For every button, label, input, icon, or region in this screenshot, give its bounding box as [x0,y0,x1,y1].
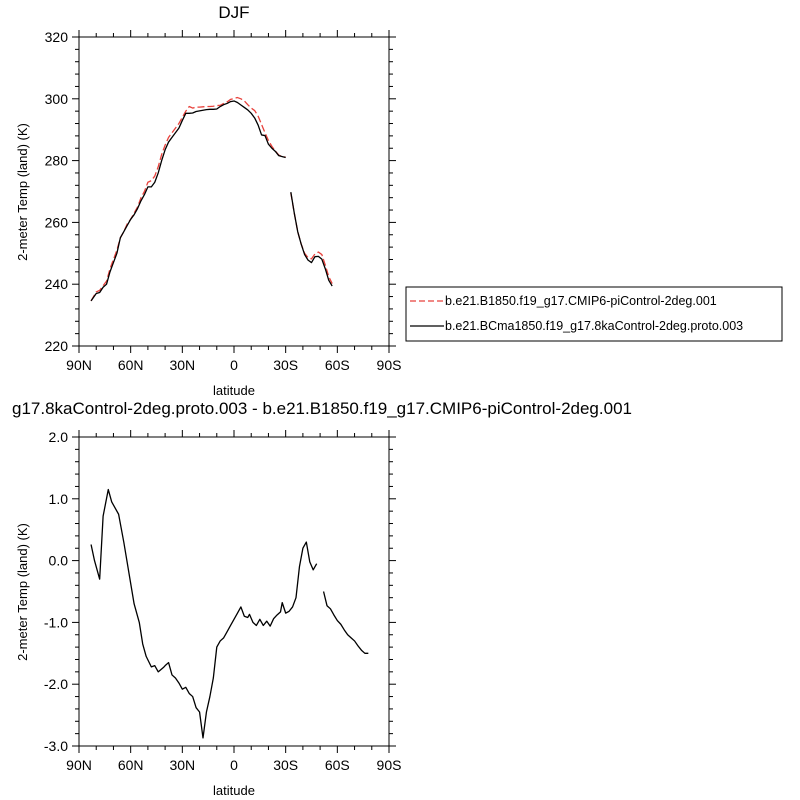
top-x-tick-label: 30N [169,357,195,373]
bottom-y-tick-label: -3.0 [44,738,68,754]
bottom-y-tick-label: -1.0 [44,614,68,630]
top-panel: DJF 90N 60N 30N 0 30S 60S 90S 220 240 260 280 300 32… [15,3,783,398]
bottom-x-axis-title: latitude [213,783,255,798]
bottom-y-tick-label: 1.0 [49,491,69,507]
top-x-tick-label: 60S [325,357,350,373]
top-plot-frame [78,36,390,347]
top-y-tick-label: 260 [45,214,69,230]
top-x-tick-label: 90N [66,357,92,373]
bottom-panel: g17.8kaControl-2deg.proto.003 - b.e21.B1… [12,399,632,798]
legend-label-series-1: b.e21.B1850.f19_g17.CMIP6-piControl-2deg… [445,294,717,308]
bottom-x-tick-label: 30N [169,757,195,773]
top-x-tick-label: 30S [273,357,298,373]
bottom-y-tick-label: 0.0 [49,553,69,569]
legend-box [405,286,783,342]
bottom-y-tick-label: 2.0 [49,429,69,445]
top-plot-area: 90N 60N 30N 0 30S 60S 90S 220 240 260 280 300 320 [45,29,402,373]
top-y-axis-title: 2-meter Temp (land) (K) [15,123,30,261]
bottom-x-tick-label: 60S [325,757,350,773]
top-series-2-line-segment-2 [290,192,333,287]
bottom-chart-title: g17.8kaControl-2deg.proto.003 - b.e21.B1… [12,399,632,418]
bottom-y-axis-title: 2-meter Temp (land) (K) [15,523,30,661]
bottom-x-tick-label: 90S [377,757,402,773]
bottom-x-tick-label: 30S [273,757,298,773]
top-series-2-line-segment-1 [90,100,286,302]
top-x-tick-label: 60N [118,357,144,373]
top-y-tick-label: 240 [45,276,69,292]
top-series-1-line-segment-1 [90,96,286,302]
bottom-x-tick-label: 60N [118,757,144,773]
bottom-x-tick-label: 0 [230,757,238,773]
top-series-1-line-segment-2 [290,192,333,284]
legend-label-series-2: b.e21.BCma1850.f19_g17.8kaControl-2deg.p… [445,319,743,333]
top-y-tick-label: 320 [45,29,69,45]
top-y-tick-label: 300 [45,91,69,107]
bottom-plot-area: 90N 60N 30N 0 30S 60S 90S -3.0 -2.0 -1.0 0.0 1.0 2.0 [44,429,402,773]
top-y-tick-label: 220 [45,338,69,354]
bottom-plot-frame [78,436,390,747]
bottom-x-tick-label: 90N [66,757,92,773]
top-chart-title: DJF [218,3,249,22]
top-x-tick-label: 90S [377,357,402,373]
bottom-series-1-line-segment-2 [322,591,369,654]
top-x-tick-label: 0 [230,357,238,373]
bottom-y-tick-label: -2.0 [44,676,68,692]
top-x-axis-title: latitude [213,383,255,398]
bottom-series-1-line-segment-1 [90,488,318,739]
legend: b.e21.B1850.f19_g17.CMIP6-piControl-2deg… [405,286,783,342]
top-y-tick-label: 280 [45,153,69,169]
